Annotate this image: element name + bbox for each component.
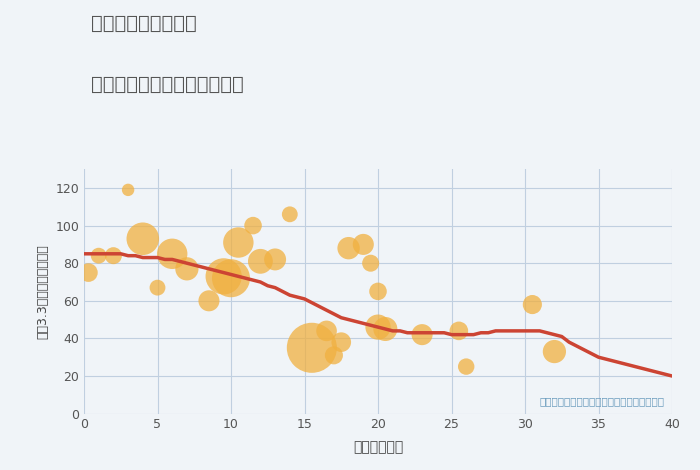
- Point: [152, 284, 163, 291]
- Point: [372, 323, 384, 331]
- Point: [336, 338, 347, 346]
- Point: [358, 241, 369, 248]
- Point: [454, 327, 465, 335]
- Point: [365, 259, 377, 267]
- Point: [255, 258, 266, 265]
- Point: [137, 235, 148, 243]
- Point: [321, 327, 332, 335]
- Point: [270, 256, 281, 263]
- Point: [248, 222, 259, 229]
- Point: [83, 269, 94, 276]
- Point: [284, 211, 295, 218]
- Point: [372, 288, 384, 295]
- Point: [225, 274, 237, 282]
- Point: [232, 239, 244, 246]
- Point: [203, 297, 214, 305]
- Text: 円の大きさは、取引のあった物件面積を示す: 円の大きさは、取引のあった物件面積を示す: [540, 396, 665, 406]
- Point: [549, 348, 560, 355]
- Point: [416, 331, 428, 338]
- Point: [93, 252, 104, 259]
- Point: [307, 344, 318, 352]
- Point: [218, 273, 230, 280]
- Point: [122, 186, 134, 194]
- X-axis label: 築年数（年）: 築年数（年）: [353, 440, 403, 454]
- Point: [167, 250, 178, 258]
- Text: 築年数別中古マンション価格: 築年数別中古マンション価格: [91, 75, 244, 94]
- Y-axis label: 坪（3.3㎡）単価（万円）: 坪（3.3㎡）単価（万円）: [36, 244, 50, 339]
- Point: [108, 252, 119, 259]
- Point: [461, 363, 472, 370]
- Point: [343, 244, 354, 252]
- Point: [181, 265, 193, 273]
- Point: [527, 301, 538, 308]
- Text: 三重県伊賀市守田町: 三重県伊賀市守田町: [91, 14, 197, 33]
- Point: [328, 352, 339, 359]
- Point: [379, 325, 391, 333]
